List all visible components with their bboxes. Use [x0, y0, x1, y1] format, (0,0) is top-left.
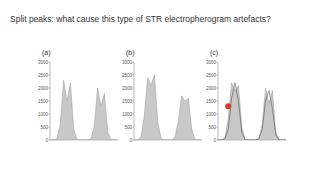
panel: (c) 0 500 1000 1500 2000 2500 3000 [206, 49, 286, 143]
y-tick-label: 0 [213, 138, 216, 143]
panel: (a) 0 500 1000 1500 2000 2500 3000 [38, 49, 118, 143]
slide-title: Split peaks: what cause this type of STR… [10, 14, 271, 24]
slide: Split peaks: what cause this type of STR… [0, 0, 320, 180]
peak-area [218, 83, 286, 140]
y-tick-label: 1000 [38, 112, 49, 117]
y-tick-label: 500 [40, 125, 48, 130]
y-tick-label: 3000 [38, 60, 49, 65]
y-axis [134, 62, 135, 140]
y-tick-label: 1500 [122, 99, 133, 104]
y-tick-label: 2500 [122, 73, 133, 78]
y-tick-label: 0 [129, 138, 132, 143]
y-tick-label: 3000 [122, 60, 133, 65]
y-tick-label: 1000 [122, 112, 133, 117]
background [0, 0, 320, 180]
peak-area [134, 75, 202, 140]
panel-label: (a) [42, 49, 51, 57]
panel: (b) 0 500 1000 1500 2000 2500 3000 [122, 49, 202, 143]
y-tick-label: 1500 [206, 99, 217, 104]
plot-area [218, 83, 286, 140]
y-tick-label: 2500 [38, 73, 49, 78]
y-tick-label: 0 [45, 138, 48, 143]
panel-label: (c) [210, 49, 218, 57]
y-axis [50, 62, 51, 140]
marker [225, 103, 231, 109]
trace-line [218, 83, 286, 140]
y-tick-label: 3000 [206, 60, 217, 65]
y-tick-label: 500 [124, 125, 132, 130]
plot-area [50, 80, 118, 140]
peak-area [50, 80, 118, 140]
y-tick-label: 1000 [206, 112, 217, 117]
y-tick-label: 1500 [38, 99, 49, 104]
y-tick-label: 500 [208, 125, 216, 130]
y-tick-label: 2000 [38, 86, 49, 91]
y-tick-label: 2000 [206, 86, 217, 91]
y-tick-label: 2500 [206, 73, 217, 78]
y-tick-label: 2000 [122, 86, 133, 91]
plot-area [134, 75, 202, 140]
panel-label: (b) [126, 49, 135, 57]
y-axis [218, 62, 219, 140]
